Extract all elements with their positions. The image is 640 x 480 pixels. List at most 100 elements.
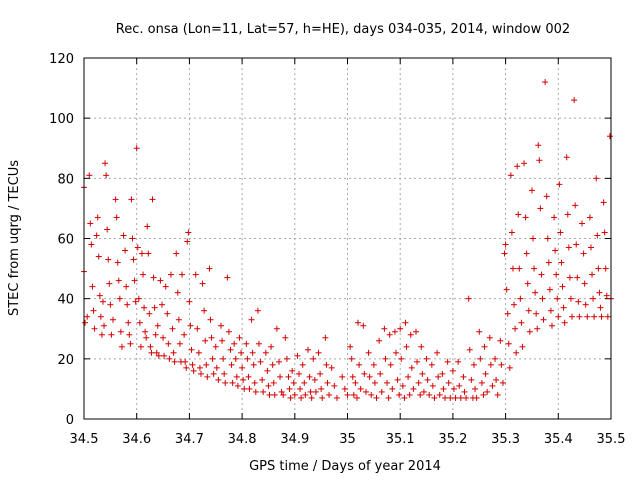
data-point bbox=[522, 214, 529, 221]
data-point bbox=[145, 250, 152, 257]
data-point bbox=[176, 340, 183, 347]
data-point bbox=[141, 304, 148, 311]
data-point bbox=[197, 370, 204, 377]
data-point bbox=[544, 235, 551, 242]
data-point bbox=[424, 376, 431, 383]
data-point bbox=[142, 328, 149, 335]
data-point bbox=[199, 280, 206, 287]
data-point bbox=[441, 394, 448, 401]
data-point bbox=[341, 385, 348, 392]
data-point bbox=[457, 394, 464, 401]
data-point bbox=[82, 319, 89, 326]
data-point bbox=[504, 310, 511, 317]
data-point bbox=[584, 313, 591, 320]
data-point bbox=[382, 355, 389, 362]
data-point bbox=[310, 355, 317, 362]
data-point bbox=[445, 379, 452, 386]
data-point bbox=[486, 334, 493, 341]
data-point bbox=[103, 172, 110, 179]
data-point bbox=[89, 283, 96, 290]
data-point bbox=[381, 325, 388, 332]
data-point bbox=[264, 367, 271, 374]
data-point bbox=[84, 313, 91, 320]
data-point bbox=[243, 340, 250, 347]
data-point bbox=[227, 346, 234, 353]
data-point bbox=[137, 343, 144, 350]
data-point bbox=[511, 301, 518, 308]
data-point bbox=[101, 322, 108, 329]
data-point bbox=[215, 376, 222, 383]
data-point bbox=[290, 379, 297, 386]
data-point bbox=[203, 361, 210, 368]
y-tick-label: 40 bbox=[57, 293, 74, 308]
data-point bbox=[558, 259, 565, 266]
data-point bbox=[385, 394, 392, 401]
data-point bbox=[435, 373, 442, 380]
data-point bbox=[547, 307, 554, 314]
data-point bbox=[213, 364, 220, 371]
data-point bbox=[164, 310, 171, 317]
data-point bbox=[548, 322, 555, 329]
data-point bbox=[528, 187, 535, 194]
data-point bbox=[187, 322, 194, 329]
data-point bbox=[536, 157, 543, 164]
data-point bbox=[540, 316, 547, 323]
data-point bbox=[87, 220, 94, 227]
data-point bbox=[128, 196, 135, 203]
data-point bbox=[302, 391, 309, 398]
data-point bbox=[146, 310, 153, 317]
data-point bbox=[543, 193, 550, 200]
data-point bbox=[431, 394, 438, 401]
data-point bbox=[493, 376, 500, 383]
data-point bbox=[123, 283, 130, 290]
data-point bbox=[376, 337, 383, 344]
data-point bbox=[170, 349, 177, 356]
data-point bbox=[107, 301, 114, 308]
data-point bbox=[195, 349, 202, 356]
data-points bbox=[81, 79, 614, 401]
data-point bbox=[466, 346, 473, 353]
data-point bbox=[415, 379, 422, 386]
data-point bbox=[224, 274, 231, 281]
data-point bbox=[183, 364, 190, 371]
data-point bbox=[559, 283, 566, 290]
data-point bbox=[270, 379, 277, 386]
data-point bbox=[212, 343, 219, 350]
data-point bbox=[581, 280, 588, 287]
y-tick-label: 60 bbox=[57, 233, 74, 248]
data-point bbox=[440, 385, 447, 392]
data-point bbox=[572, 202, 579, 209]
data-point bbox=[108, 331, 115, 338]
data-point bbox=[294, 352, 301, 359]
data-point bbox=[590, 295, 597, 302]
data-point bbox=[407, 331, 414, 338]
data-point bbox=[392, 349, 399, 356]
data-point bbox=[173, 250, 180, 257]
data-point bbox=[259, 376, 266, 383]
data-point bbox=[326, 391, 333, 398]
data-point bbox=[204, 373, 211, 380]
data-point bbox=[282, 334, 289, 341]
data-point bbox=[370, 361, 377, 368]
data-point bbox=[93, 232, 100, 239]
data-point bbox=[240, 376, 247, 383]
data-point bbox=[530, 235, 537, 242]
data-point bbox=[366, 373, 373, 380]
y-tick-label: 100 bbox=[49, 112, 74, 127]
data-point bbox=[429, 382, 436, 389]
data-point bbox=[160, 334, 167, 341]
data-point bbox=[360, 322, 367, 329]
data-point bbox=[96, 292, 103, 299]
data-point bbox=[470, 361, 477, 368]
data-point bbox=[162, 283, 169, 290]
data-point bbox=[210, 370, 217, 377]
data-point bbox=[124, 301, 131, 308]
data-point bbox=[278, 388, 285, 395]
data-point bbox=[582, 301, 589, 308]
y-tick-label: 0 bbox=[66, 413, 74, 428]
data-point bbox=[465, 295, 472, 302]
data-point bbox=[595, 265, 602, 272]
data-point bbox=[324, 379, 331, 386]
data-point bbox=[322, 334, 329, 341]
data-point bbox=[518, 319, 525, 326]
